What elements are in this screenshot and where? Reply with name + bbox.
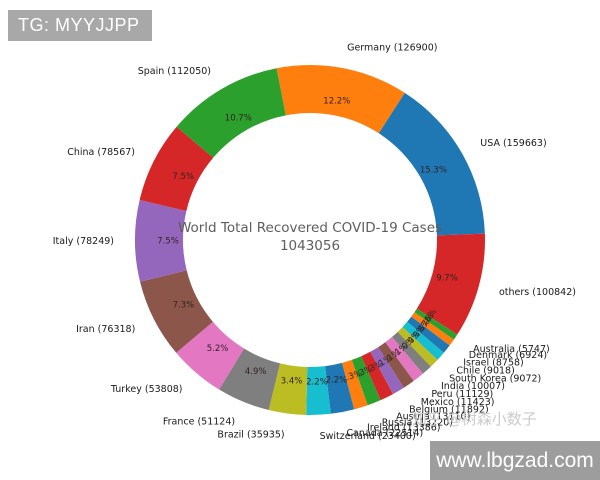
pie-slice-austria bbox=[361, 351, 393, 401]
country-label-switzerland: Switzerland (23400) bbox=[320, 431, 416, 442]
pct-label-iran: 7.3% bbox=[173, 300, 195, 310]
site-banner: www.lbgzad.com bbox=[430, 441, 600, 480]
pie-slice-turkey bbox=[176, 321, 245, 390]
chart-total-value: 1043056 bbox=[279, 238, 341, 254]
pie-slice-belgium bbox=[370, 347, 404, 395]
country-label-turkey: Turkey (53808) bbox=[110, 384, 183, 395]
tg-badge-text: TG: MYYJJPP bbox=[18, 15, 140, 35]
tg-badge: TG: MYYJJPP bbox=[8, 10, 152, 41]
country-label-ireland: Ireland (13386) bbox=[367, 423, 441, 434]
pie-slice-denmark bbox=[411, 312, 454, 346]
pct-label-china: 7.5% bbox=[172, 172, 194, 182]
pie-slice-germany bbox=[276, 65, 405, 134]
pie-slice-canada bbox=[325, 362, 355, 414]
pie-slice-brazil bbox=[268, 363, 308, 415]
pct-label-canada: 2.2% bbox=[326, 375, 348, 385]
pct-label-usa: 15.3% bbox=[420, 166, 447, 176]
country-label-china: China (78567) bbox=[67, 147, 135, 158]
country-label-india: India (10007) bbox=[441, 381, 505, 392]
country-label-mexico: Mexico (11423) bbox=[421, 397, 495, 408]
country-label-usa: USA (159663) bbox=[480, 138, 546, 149]
zhihu-watermark-text: 知乎 @树森小数子 bbox=[412, 410, 537, 428]
pie-slice-australia bbox=[414, 308, 458, 340]
country-label-others: others (100842) bbox=[499, 287, 576, 298]
pie-slice-mexico bbox=[378, 342, 414, 388]
pct-label-turkey: 5.2% bbox=[207, 344, 229, 354]
country-label-italy: Italy (78249) bbox=[53, 236, 114, 247]
pie-slice-usa bbox=[378, 92, 485, 236]
zhihu-watermark: 知乎 @树森小数子 bbox=[412, 408, 592, 429]
country-label-spain: Spain (112050) bbox=[138, 66, 211, 77]
country-label-israel: Israel (8758) bbox=[463, 358, 524, 369]
pie-slice-israel bbox=[407, 316, 450, 353]
country-label-iran: Iran (76318) bbox=[76, 324, 135, 335]
pie-slice-chile bbox=[402, 321, 444, 360]
pie-slice-peru bbox=[385, 337, 423, 381]
country-label-france: France (51124) bbox=[163, 416, 235, 427]
country-label-austria: Austria (13110) bbox=[396, 411, 470, 422]
pie-slice-ireland bbox=[342, 359, 368, 410]
pct-label-france: 4.9% bbox=[245, 367, 267, 377]
pct-label-others: 9.7% bbox=[436, 273, 458, 283]
pie-slice-india bbox=[391, 331, 431, 374]
pie-slice-italy bbox=[135, 200, 187, 282]
pie-slice-russia bbox=[351, 356, 381, 406]
pct-label-brazil: 3.4% bbox=[281, 377, 303, 387]
pie-slice-china bbox=[139, 126, 214, 211]
country-label-germany: Germany (126900) bbox=[347, 43, 437, 54]
country-label-russia: Russia (13220) bbox=[382, 418, 453, 429]
country-label-canada: Canada (22514) bbox=[346, 428, 423, 439]
country-label-australia: Australia (5747) bbox=[473, 344, 550, 355]
pie-slice-others bbox=[416, 233, 485, 335]
country-label-brazil: Brazil (35935) bbox=[217, 430, 284, 441]
pie-slice-switzerland bbox=[306, 366, 331, 416]
pct-label-spain: 10.7% bbox=[225, 113, 252, 123]
chart-title-block: World Total Recovered COVID-19 Cases 104… bbox=[110, 219, 510, 255]
country-label-peru: Peru (11129) bbox=[431, 389, 493, 400]
pie-slice-south-korea bbox=[397, 326, 438, 367]
pie-slice-spain bbox=[176, 68, 286, 158]
site-banner-text: www.lbgzad.com bbox=[436, 448, 594, 472]
pie-slice-iran bbox=[140, 270, 213, 353]
country-label-south-korea: South Korea (9072) bbox=[449, 373, 541, 384]
pct-label-italy: 7.5% bbox=[157, 237, 179, 247]
country-label-belgium: Belgium (11892) bbox=[409, 404, 489, 415]
country-label-chile: Chile (9018) bbox=[456, 366, 514, 377]
pct-label-germany: 12.2% bbox=[323, 96, 350, 106]
pie-slice-france bbox=[219, 348, 281, 411]
country-label-denmark: Denmark (6924) bbox=[469, 350, 547, 361]
chart-title: World Total Recovered COVID-19 Cases bbox=[177, 220, 443, 236]
pct-label-switzerland: 2.2% bbox=[306, 378, 328, 388]
